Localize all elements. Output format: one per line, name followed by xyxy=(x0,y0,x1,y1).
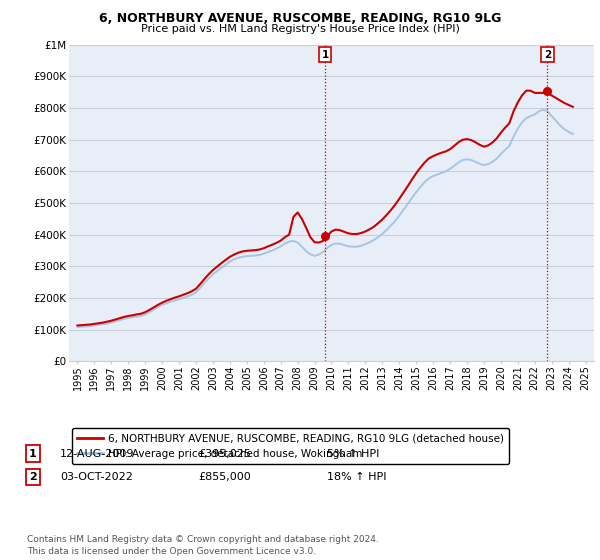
Text: Price paid vs. HM Land Registry's House Price Index (HPI): Price paid vs. HM Land Registry's House … xyxy=(140,24,460,34)
Text: 2: 2 xyxy=(29,472,37,482)
Text: 1: 1 xyxy=(322,49,329,59)
Text: 2: 2 xyxy=(544,49,551,59)
Text: 03-OCT-2022: 03-OCT-2022 xyxy=(60,472,133,482)
Text: 6, NORTHBURY AVENUE, RUSCOMBE, READING, RG10 9LG: 6, NORTHBURY AVENUE, RUSCOMBE, READING, … xyxy=(99,12,501,25)
Text: Contains HM Land Registry data © Crown copyright and database right 2024.
This d: Contains HM Land Registry data © Crown c… xyxy=(27,535,379,556)
Text: £855,000: £855,000 xyxy=(198,472,251,482)
Text: 12-AUG-2009: 12-AUG-2009 xyxy=(60,449,134,459)
Legend: 6, NORTHBURY AVENUE, RUSCOMBE, READING, RG10 9LG (detached house), HPI: Average : 6, NORTHBURY AVENUE, RUSCOMBE, READING, … xyxy=(71,428,509,464)
Text: 18% ↑ HPI: 18% ↑ HPI xyxy=(327,472,386,482)
Text: 5% ↑ HPI: 5% ↑ HPI xyxy=(327,449,379,459)
Text: £395,025: £395,025 xyxy=(198,449,251,459)
Text: 1: 1 xyxy=(29,449,37,459)
